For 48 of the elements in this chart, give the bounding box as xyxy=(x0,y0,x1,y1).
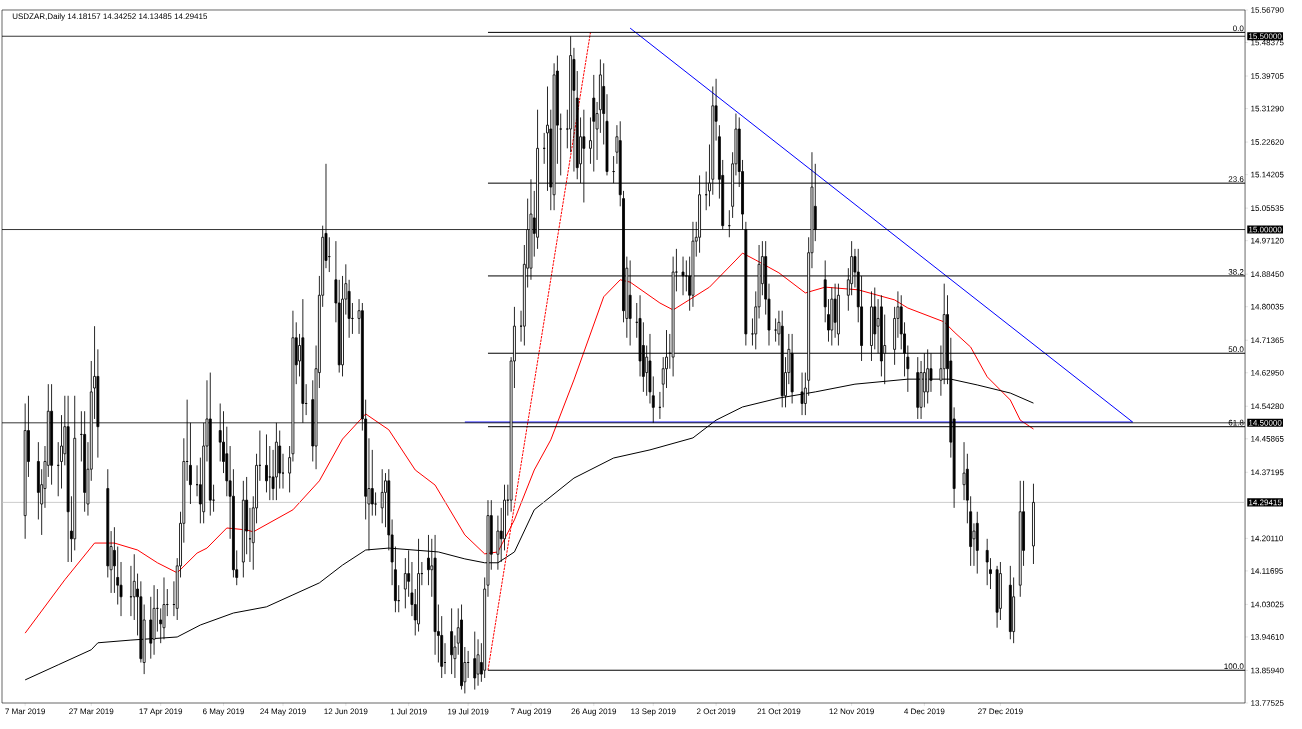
ref-line-label: 15.50000 xyxy=(1249,33,1282,40)
x-tick-label: 13 Sep 2019 xyxy=(631,708,676,716)
x-tick-label: 21 Oct 2019 xyxy=(757,708,801,715)
y-tick-label: 14.20110 xyxy=(1251,535,1284,542)
y-tick-label: 14.03025 xyxy=(1251,601,1284,608)
series-label: 0.0 xyxy=(1233,25,1244,32)
y-tick-label: 15.14205 xyxy=(1251,171,1284,178)
ref-line-label: 14.50000 xyxy=(1249,419,1282,426)
x-tick-label: 12 Jun 2019 xyxy=(324,708,368,715)
x-tick-label: 27 Mar 2019 xyxy=(69,708,114,715)
y-tick-label: 13.85940 xyxy=(1251,667,1284,674)
y-tick-label: 14.37195 xyxy=(1251,469,1284,476)
y-tick-label: 15.31290 xyxy=(1251,105,1284,112)
y-tick-label: 13.77525 xyxy=(1251,700,1284,706)
ref-line-label: 14.29415 xyxy=(1249,499,1282,506)
legend-label: 61.8 xyxy=(1228,419,1244,426)
x-tick-label: 7 Aug 2019 xyxy=(510,708,552,716)
y-tick-label: 14.11695 xyxy=(1251,568,1283,574)
ref-line-label: 15.00000 xyxy=(1249,226,1282,233)
x-tick-label: 27 Dec 2019 xyxy=(978,708,1023,715)
y-tick-label: 15.56790 xyxy=(1251,7,1284,13)
y-tick-label: 14.54280 xyxy=(1251,403,1284,410)
series-label: 23.6 xyxy=(1228,176,1244,182)
y-tick-label: 14.45865 xyxy=(1251,435,1284,442)
x-tick-label: 17 Apr 2019 xyxy=(139,708,183,716)
y-tick-label: 15.39705 xyxy=(1251,73,1284,79)
series-label: 100.0 xyxy=(1224,663,1244,670)
x-tick-label: 1 Jul 2019 xyxy=(390,708,427,715)
y-tick-label: 14.88450 xyxy=(1251,271,1284,278)
y-tick-label: 13.94610 xyxy=(1251,634,1284,640)
x-tick-label: 24 May 2019 xyxy=(260,708,306,716)
series-label: 50.0 xyxy=(1228,346,1244,353)
y-tick-label: 15.22620 xyxy=(1251,139,1284,145)
x-tick-label: 6 May 2019 xyxy=(203,708,245,716)
y-tick-label: 14.71365 xyxy=(1251,337,1284,344)
series-label: 38.2 xyxy=(1228,269,1244,275)
y-tick-label: 14.97120 xyxy=(1251,237,1284,244)
x-tick-label: 4 Dec 2019 xyxy=(904,708,945,715)
y-tick-label: 14.62950 xyxy=(1251,369,1284,376)
y-tick-label: 14.80035 xyxy=(1251,303,1284,310)
chart-title: USDZAR,Daily 14.18157 14.34252 14.13485 14.29415 xyxy=(12,13,208,21)
x-tick-label: 7 Mar 2019 xyxy=(5,708,45,715)
y-tick-label: 15.05535 xyxy=(1251,205,1284,211)
x-tick-label: 2 Oct 2019 xyxy=(696,708,736,715)
x-tick-label: 19 Jul 2019 xyxy=(448,708,489,715)
x-tick-label: 26 Aug 2019 xyxy=(571,708,617,716)
y-tick-label: 15.48375 xyxy=(1251,39,1284,46)
x-tick-label: 12 Nov 2019 xyxy=(829,708,874,715)
